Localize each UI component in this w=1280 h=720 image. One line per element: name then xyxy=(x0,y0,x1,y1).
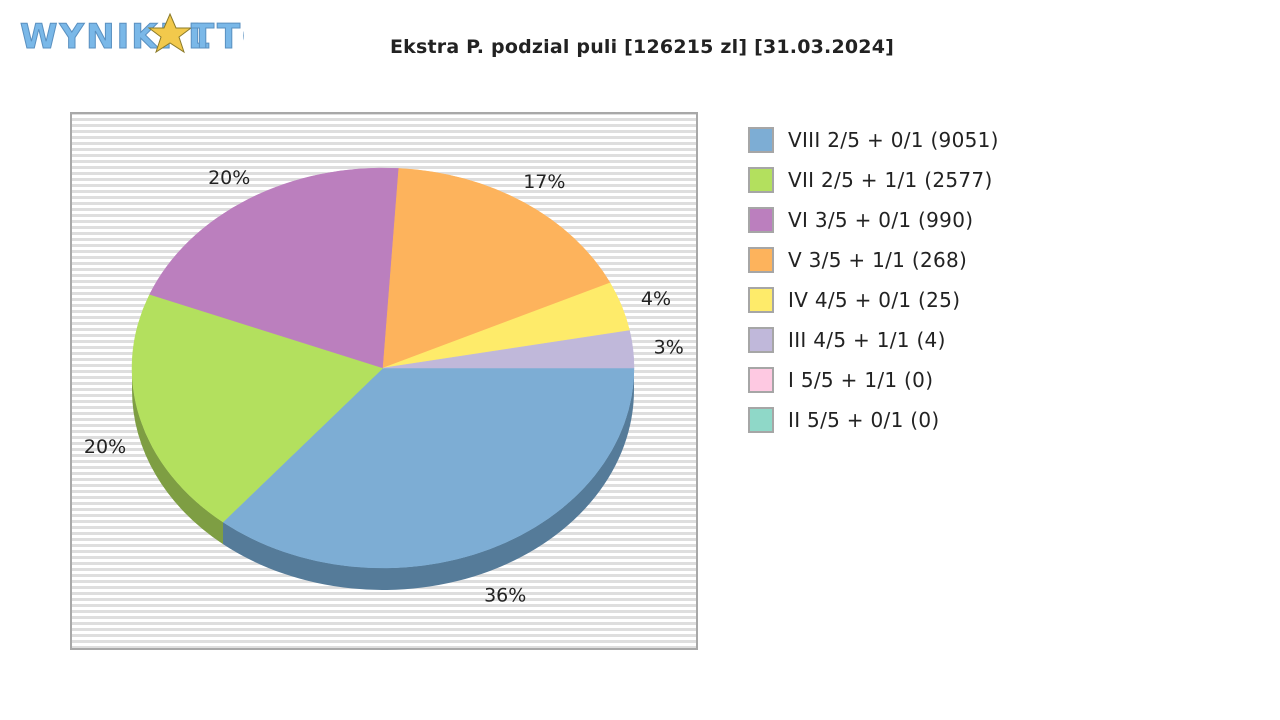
legend-item: III 4/5 + 1/1 (4) xyxy=(748,320,999,360)
slice-percent-label: 36% xyxy=(484,584,526,606)
pie-slice-side xyxy=(223,368,634,591)
legend-swatch xyxy=(748,207,774,233)
legend-item: I 5/5 + 1/1 (0) xyxy=(748,360,999,400)
legend-swatch xyxy=(748,407,774,433)
legend-swatch xyxy=(748,127,774,153)
slice-percent-label: 3% xyxy=(654,337,684,359)
legend-swatch xyxy=(748,247,774,273)
pie-slice xyxy=(382,330,635,369)
pie-slice xyxy=(222,367,635,569)
slice-percent-label: 20% xyxy=(208,167,250,189)
legend-item: V 3/5 + 1/1 (268) xyxy=(748,240,999,280)
legend-swatch xyxy=(748,327,774,353)
svg-text:TTO: TTO xyxy=(191,17,244,57)
legend-item: VI 3/5 + 0/1 (990) xyxy=(748,200,999,240)
legend-swatch xyxy=(748,367,774,393)
legend-label: II 5/5 + 0/1 (0) xyxy=(788,408,940,432)
slice-percent-label: 17% xyxy=(523,171,565,193)
pie-slice xyxy=(149,167,400,369)
wyniki-lotto-logo: WYNIKI L TTO xyxy=(20,12,244,58)
chart-title: Ekstra P. podzial puli [126215 zl] [31.0… xyxy=(389,36,895,58)
legend-label: VI 3/5 + 0/1 (990) xyxy=(788,208,974,232)
legend-label: III 4/5 + 1/1 (4) xyxy=(788,328,946,352)
pie-slice xyxy=(382,168,611,369)
legend-swatch xyxy=(748,167,774,193)
slice-percent-label: 4% xyxy=(641,288,671,310)
legend-label: IV 4/5 + 0/1 (25) xyxy=(788,288,961,312)
pie-slice-side xyxy=(132,368,224,545)
legend-label: VII 2/5 + 1/1 (2577) xyxy=(788,168,993,192)
legend-item: IV 4/5 + 0/1 (25) xyxy=(748,280,999,320)
legend-item: II 5/5 + 0/1 (0) xyxy=(748,400,999,440)
legend-item: VIII 2/5 + 0/1 (9051) xyxy=(748,120,999,160)
legend: VIII 2/5 + 0/1 (9051) VII 2/5 + 1/1 (257… xyxy=(748,120,999,440)
pie-chart: 36% 20% 20% 17% 4% 3% xyxy=(84,167,684,606)
star-icon xyxy=(147,12,193,54)
legend-item: VII 2/5 + 1/1 (2577) xyxy=(748,160,999,200)
legend-label: V 3/5 + 1/1 (268) xyxy=(788,248,968,272)
pie-plot-area: 36% 20% 20% 17% 4% 3% xyxy=(70,112,698,650)
legend-label: VIII 2/5 + 0/1 (9051) xyxy=(788,128,999,152)
pie-slice xyxy=(131,294,384,523)
legend-swatch xyxy=(748,287,774,313)
slice-percent-label: 20% xyxy=(84,436,126,458)
legend-label: I 5/5 + 1/1 (0) xyxy=(788,368,934,392)
